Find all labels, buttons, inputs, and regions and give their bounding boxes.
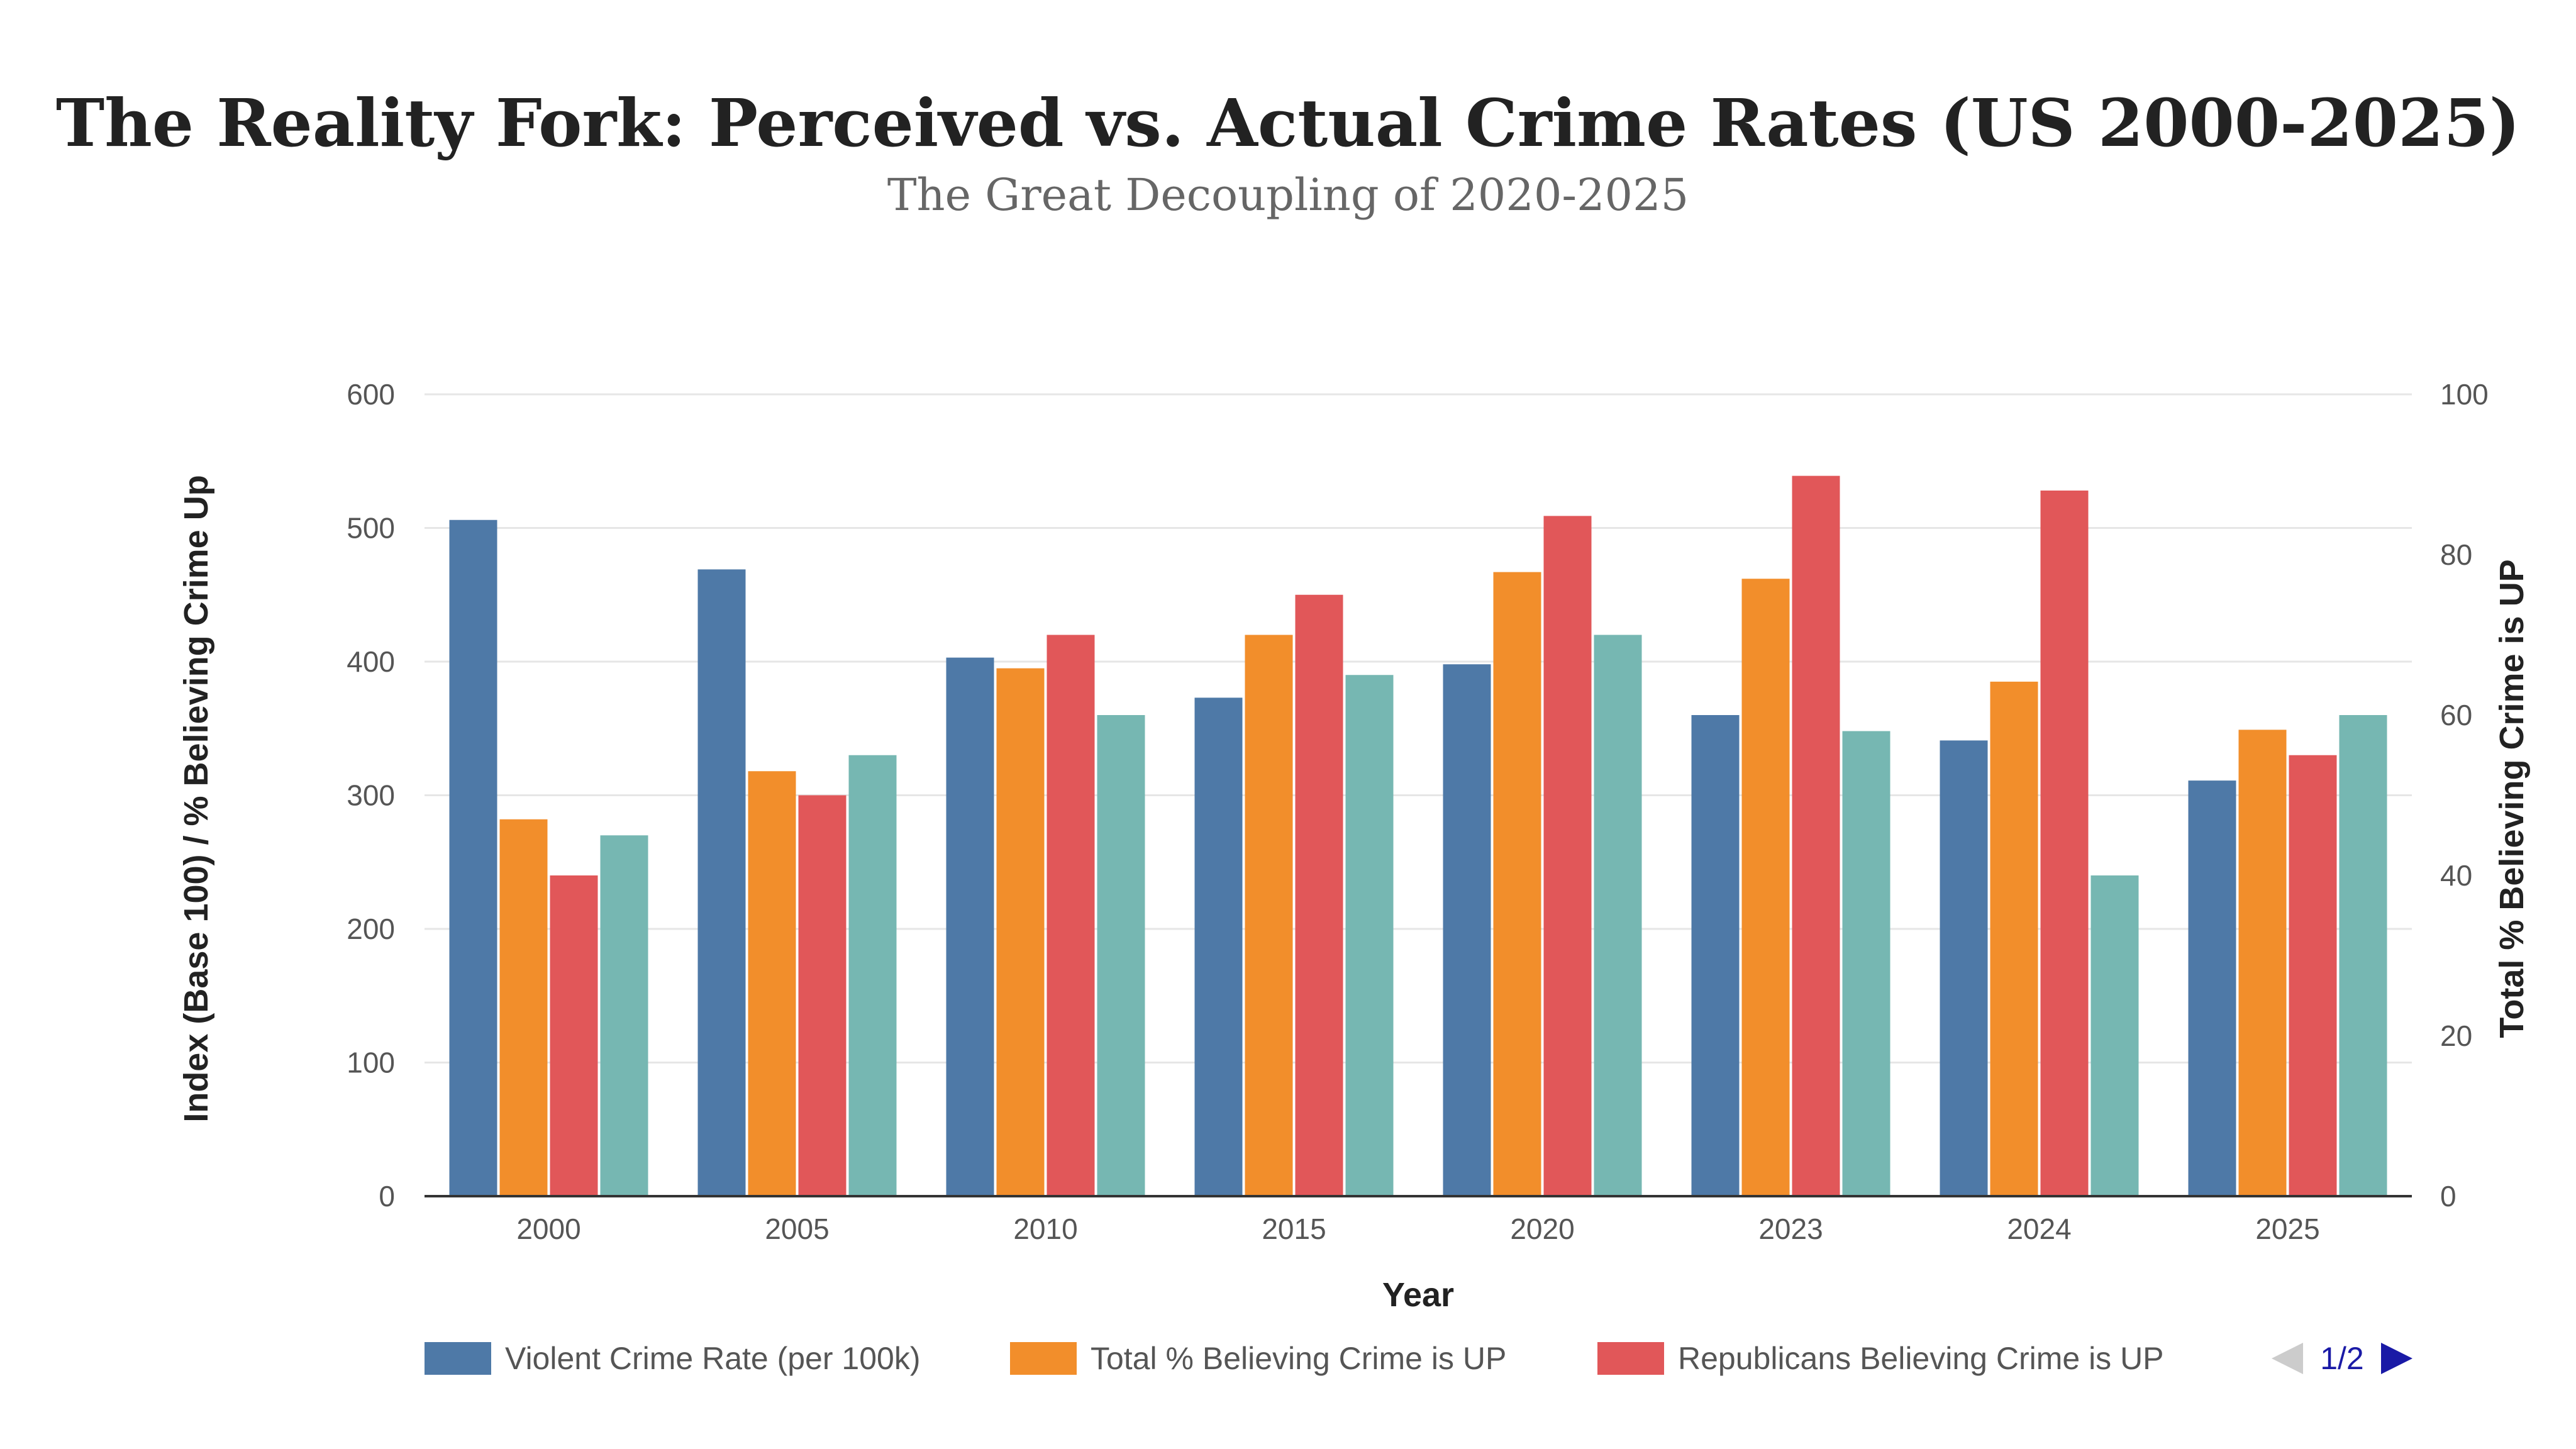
bar[interactable] [2339, 715, 2387, 1196]
y2-axis-title: Total % Believing Crime is UP [2493, 559, 2531, 1038]
bar[interactable] [1046, 635, 1095, 1197]
y-tick-label: 600 [347, 378, 395, 411]
bar[interactable] [1940, 740, 1988, 1196]
bar[interactable] [1691, 715, 1740, 1196]
y2-tick-label: 20 [2440, 1019, 2472, 1052]
bar[interactable] [1990, 681, 2038, 1196]
bar[interactable] [946, 657, 994, 1196]
bar[interactable] [1245, 635, 1293, 1197]
y-tick-label: 400 [347, 645, 395, 678]
y2-tick-label: 100 [2440, 378, 2489, 411]
y2-tick-label: 80 [2440, 538, 2472, 571]
legend-prev-arrow-icon[interactable] [2272, 1343, 2303, 1374]
bar[interactable] [1295, 594, 1343, 1196]
y-tick-label: 300 [347, 779, 395, 812]
x-tick-label: 2015 [1262, 1213, 1326, 1245]
legend-label[interactable]: Violent Crime Rate (per 100k) [505, 1341, 920, 1376]
axis-ticks: 0 100 200 300 400 500 600 0 20 40 60 80 100 2000 2005 2… [347, 378, 2489, 1245]
bar[interactable] [1842, 731, 1890, 1197]
y2-tick-label: 60 [2440, 699, 2472, 731]
bar[interactable] [1493, 572, 1541, 1196]
bar[interactable] [550, 875, 598, 1196]
bar[interactable] [1443, 664, 1491, 1196]
legend-page-indicator: 1/2 [2320, 1341, 2364, 1376]
x-axis-title: Year [1382, 1276, 1454, 1314]
legend-label[interactable]: Republicans Believing Crime is UP [1678, 1341, 2164, 1376]
bar[interactable] [499, 819, 548, 1196]
legend-next-arrow-icon[interactable] [2381, 1343, 2412, 1374]
y-axis-title: Index (Base 100) / % Believing Crime Up [177, 475, 215, 1122]
y2-tick-label: 40 [2440, 859, 2472, 892]
bar[interactable] [798, 795, 847, 1197]
x-tick-label: 2005 [765, 1213, 829, 1245]
bar[interactable] [1543, 516, 1592, 1196]
y-tick-label: 0 [379, 1180, 395, 1213]
bar[interactable] [2040, 491, 2089, 1196]
bar[interactable] [1741, 579, 1790, 1196]
legend-swatch[interactable] [1010, 1342, 1077, 1375]
bar[interactable] [2090, 875, 2139, 1196]
legend-label[interactable]: Total % Believing Crime is UP [1091, 1341, 1506, 1376]
bar[interactable] [1792, 475, 1840, 1196]
bar[interactable] [2289, 755, 2337, 1196]
legend-swatch[interactable] [425, 1342, 491, 1375]
x-tick-label: 2000 [516, 1213, 580, 1245]
bar[interactable] [2188, 780, 2236, 1196]
y-tick-label: 500 [347, 512, 395, 545]
legend-pager: 1/2 [2272, 1341, 2412, 1376]
y-tick-label: 200 [347, 913, 395, 945]
legend: Violent Crime Rate (per 100k) Total % Bel… [425, 1341, 2164, 1376]
x-tick-label: 2020 [1510, 1213, 1574, 1245]
x-tick-label: 2010 [1013, 1213, 1077, 1245]
bar[interactable] [1097, 715, 1145, 1196]
x-tick-label: 2025 [2255, 1213, 2319, 1245]
legend-swatch[interactable] [1597, 1342, 1664, 1375]
bar[interactable] [1345, 675, 1394, 1196]
x-tick-label: 2023 [1758, 1213, 1823, 1245]
chart-subtitle: The Great Decoupling of 2020-2025 [887, 169, 1689, 221]
chart-title: The Reality Fork: Perceived vs. Actual C… [56, 84, 2520, 162]
bar[interactable] [996, 668, 1045, 1196]
y-tick-label: 100 [347, 1046, 395, 1079]
bar[interactable] [1194, 697, 1243, 1196]
bar[interactable] [449, 519, 497, 1196]
y2-tick-label: 0 [2440, 1180, 2457, 1213]
bar[interactable] [697, 569, 746, 1196]
bar[interactable] [748, 771, 796, 1196]
bar[interactable] [1594, 635, 1642, 1197]
bar[interactable] [848, 755, 897, 1196]
bars [449, 475, 2387, 1197]
x-tick-label: 2024 [2007, 1213, 2071, 1245]
bar[interactable] [600, 835, 648, 1196]
bar[interactable] [2238, 730, 2287, 1196]
